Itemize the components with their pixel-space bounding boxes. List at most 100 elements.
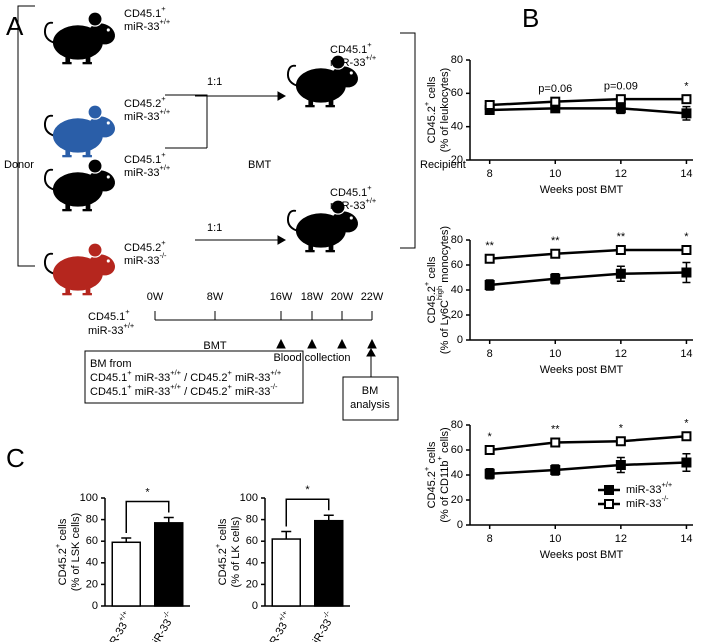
text-part: cells <box>426 256 438 282</box>
week-label: 20W <box>331 291 354 303</box>
label: CD45.2+ <box>124 238 166 253</box>
label: CD45.1+ <box>330 40 372 55</box>
text-part: CD45.1 <box>330 44 367 56</box>
marker <box>550 465 561 475</box>
mice <box>43 11 362 297</box>
x-axis-label: Weeks post BMT <box>540 549 624 561</box>
marker <box>484 253 495 264</box>
superscript: +/+ <box>159 107 170 116</box>
label: miR-33+/+ <box>99 609 136 642</box>
label: CD45.1+ miR-33+/+ / CD45.2+ miR-33+/+ <box>90 368 282 383</box>
mouse <box>43 11 119 66</box>
label: CD45.1+ miR-33+/+ / CD45.2+ miR-33-/- <box>90 382 278 397</box>
text-part: miR-33 <box>626 498 661 510</box>
text-part: miR-33 <box>306 617 334 642</box>
label: analysis <box>350 399 390 411</box>
text-part: miR-33 <box>88 325 123 337</box>
y-tick-label: 80 <box>86 514 98 526</box>
text-part: CD45.1 <box>330 187 367 199</box>
label: CD45.2+ cells <box>213 518 228 585</box>
text-part: miR-33 <box>124 255 159 267</box>
x-tick-label: 10 <box>549 533 561 545</box>
x-tick-label: 8 <box>487 533 493 545</box>
text-part: miR-33 <box>232 386 271 398</box>
label: CD45.1+ <box>88 307 130 322</box>
text-part: CD45.2 <box>426 106 438 143</box>
x-tick-label: 10 <box>549 348 561 360</box>
text-part: CD45.2 <box>57 548 69 585</box>
annotation: p=0.09 <box>604 81 638 93</box>
marker <box>681 245 692 255</box>
annotation: ** <box>617 231 626 243</box>
marker <box>681 94 692 105</box>
label: miR-33+/+ <box>330 53 377 68</box>
label: BM from <box>90 358 132 370</box>
superscript: +/+ <box>661 480 672 489</box>
annotation: * <box>684 81 689 93</box>
label: miR-33+/+ <box>88 321 135 336</box>
marker <box>550 248 561 259</box>
y-tick-label: 0 <box>457 519 463 531</box>
superscript: + <box>422 101 431 106</box>
label: CD45.2+ cells <box>422 256 437 323</box>
text-part: miR-33 <box>102 620 130 642</box>
text-part: (% of LSK cells) <box>70 513 82 591</box>
week-label: 18W <box>301 291 324 303</box>
marker <box>484 280 495 290</box>
y-tick-label: 0 <box>252 600 258 612</box>
superscript: high <box>435 286 444 300</box>
marker <box>550 96 561 107</box>
y-tick-label: 80 <box>246 514 258 526</box>
text-part: miR-33 <box>132 386 171 398</box>
label: CD45.2+ cells <box>422 441 437 508</box>
x-tick-label: 10 <box>549 168 561 180</box>
label: miR-33+/+ <box>330 196 377 211</box>
marker <box>615 245 626 255</box>
recipient-label: Recipient <box>420 159 466 171</box>
text-part: BM <box>362 385 379 397</box>
panel-a-art <box>17 5 416 421</box>
text-part: miR-33 <box>124 111 159 123</box>
y-tick-label: 60 <box>451 444 463 456</box>
superscript: + <box>213 543 222 548</box>
text-part: / CD45.2 <box>181 386 227 398</box>
y-tick-label: 20 <box>246 578 258 590</box>
label: CD45.1+ <box>330 183 372 198</box>
label: miR-33-/- <box>143 609 178 642</box>
y-axis-label: CD45.2+ cells (% of LSK cells) <box>53 513 81 591</box>
y-tick-label: 40 <box>451 121 463 133</box>
series-line <box>489 107 687 115</box>
text-part: cells) <box>439 427 451 456</box>
text-part: (% of CD11b <box>439 460 451 522</box>
superscript: + <box>422 281 431 286</box>
text-part: CD45.2 <box>217 548 229 585</box>
superscript: + <box>422 466 431 471</box>
week-label: 0W <box>147 291 164 303</box>
text-part: miR-33 <box>132 372 171 384</box>
ratio: 1:1 <box>207 76 222 88</box>
bmt-label: BMT <box>248 159 272 171</box>
label: miR-33+/+ <box>259 609 296 642</box>
text-part: CD45.1 <box>90 386 127 398</box>
bar <box>111 541 141 607</box>
label: CD45.2+ cells <box>422 76 437 143</box>
ratio: 1:1 <box>207 222 222 234</box>
superscript: +/+ <box>365 53 376 62</box>
y-tick-label: 0 <box>92 600 98 612</box>
significance-bracket <box>285 498 330 527</box>
superscript: + <box>228 382 233 391</box>
annotation: ** <box>551 424 560 436</box>
label: CD45.2+ cells <box>53 518 68 585</box>
x-tick-label: 12 <box>615 348 627 360</box>
significance: * <box>145 486 150 498</box>
error-bar <box>163 516 174 523</box>
superscript: +/+ <box>159 17 170 26</box>
label: (% of CD11b+ cells) <box>435 427 450 522</box>
label: (% of Ly6Chigh monocytes) <box>435 226 450 354</box>
annotation: ** <box>485 240 494 252</box>
text-part: CD45.1 <box>124 8 161 20</box>
superscript: +/+ <box>170 368 181 377</box>
series-line <box>489 435 687 452</box>
superscript: + <box>161 150 166 159</box>
